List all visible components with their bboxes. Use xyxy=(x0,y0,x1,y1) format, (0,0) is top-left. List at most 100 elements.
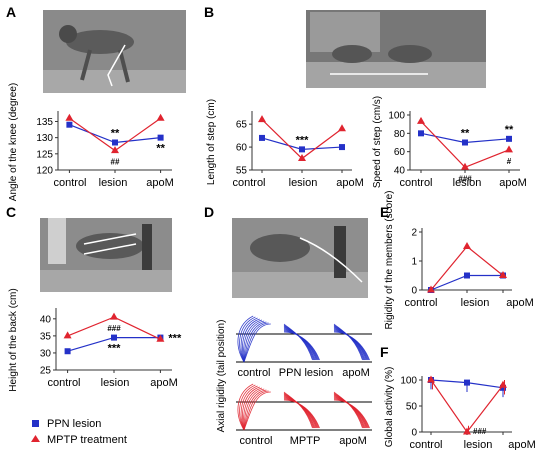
legend-ppn-label: PPN lesion xyxy=(47,418,101,430)
axial-rigidity-traces xyxy=(236,315,372,431)
x-tick-label: control xyxy=(232,177,265,189)
significance-mark: *** xyxy=(168,333,182,345)
y-tick-label: 130 xyxy=(36,133,53,144)
data-point xyxy=(65,113,74,121)
mptp-tail-trace xyxy=(333,399,370,429)
axial-ppn-label-3: apoM xyxy=(342,367,370,379)
y-tick-label: 30 xyxy=(40,348,52,359)
chart-member-rigidity: 0 1 2 control lesion apoM Rigidity of the memb… xyxy=(384,191,534,330)
x-tick-label: apoM xyxy=(336,177,364,189)
y-tick-label: 55 xyxy=(236,166,248,177)
y-tick-label: 0 xyxy=(411,286,417,297)
x-tick-label: apoM xyxy=(150,377,178,389)
data-point xyxy=(463,242,471,249)
ppn-tail-trace xyxy=(243,321,267,363)
data-point xyxy=(298,154,306,162)
y-axis-label: Rigidity of the members (score) xyxy=(384,191,395,330)
panel-label-b: B xyxy=(204,4,214,20)
data-point xyxy=(110,312,118,320)
x-tick-label: apoM xyxy=(499,177,527,189)
x-tick-label: lesion xyxy=(289,177,318,189)
x-tick-label: lesion xyxy=(101,377,130,389)
data-point xyxy=(156,113,165,121)
y-tick-label: 1 xyxy=(411,257,417,268)
series-line xyxy=(430,245,504,291)
x-tick-label: control xyxy=(404,297,437,309)
data-point xyxy=(427,285,435,293)
data-point xyxy=(64,348,71,355)
significance-mark: ### xyxy=(107,324,121,333)
ppn-tail-trace xyxy=(243,323,271,363)
axial-mptp-label-3: apoM xyxy=(339,435,367,447)
chart-back-height: 25 30 35 40 control lesion apoM Height of the b… xyxy=(8,288,182,391)
y-tick-label: 60 xyxy=(394,147,406,158)
mptp-tail-trace xyxy=(243,388,265,431)
mptp-tail-trace xyxy=(243,390,269,431)
data-point xyxy=(505,145,513,153)
y-tick-label: 100 xyxy=(400,376,417,387)
x-tick-label: apoM xyxy=(506,297,534,309)
mptp-tail-trace xyxy=(243,387,263,431)
data-point xyxy=(464,272,470,279)
x-tick-label: control xyxy=(47,377,80,389)
y-tick-label: 60 xyxy=(236,143,248,154)
chart-knee-angle: 120 125 130 135 control lesion apoM Angle of th… xyxy=(8,83,174,201)
ppn-tail-trace xyxy=(243,320,265,363)
legend-ppn-marker xyxy=(32,420,39,427)
y-tick-label: 135 xyxy=(36,117,53,128)
y-tick-label: 125 xyxy=(36,149,53,160)
photo-a xyxy=(43,10,186,93)
chart-step-speed: 40 60 80 100 control lesion apoM Speed of step … xyxy=(372,96,527,189)
ppn-tail-trace xyxy=(243,322,269,363)
chart-step-length: 55 60 65 control lesion apoM Length of step (c… xyxy=(206,99,364,189)
data-point xyxy=(506,135,512,142)
panel-label-c: C xyxy=(6,204,16,220)
significance-mark: # xyxy=(507,157,512,166)
data-point xyxy=(462,139,468,146)
significance-mark: ** xyxy=(505,124,514,136)
data-point xyxy=(338,124,346,132)
significance-mark: ## xyxy=(111,158,120,167)
ppn-tail-trace xyxy=(333,331,370,361)
chart-global-activity: 0 50 100 control lesion apoM Global activity (… xyxy=(384,367,536,450)
mptp-tail-trace xyxy=(283,399,320,429)
y-axis-label: Speed of step (cm/s) xyxy=(372,96,383,188)
y-tick-label: 50 xyxy=(406,402,418,413)
y-tick-label: 80 xyxy=(394,129,406,140)
axial-ppn-label-1: control xyxy=(237,367,270,379)
x-tick-label: lesion xyxy=(99,177,128,189)
legend-mptp-label: MPTP treatment xyxy=(47,434,127,446)
data-point xyxy=(418,130,424,137)
data-point xyxy=(112,139,118,146)
photo-b xyxy=(306,10,486,88)
mptp-tail-trace xyxy=(242,386,260,431)
significance-mark: ### xyxy=(458,174,472,183)
panel-label-f: F xyxy=(380,344,389,360)
x-tick-label: lesion xyxy=(464,439,493,450)
x-tick-label: lesion xyxy=(461,297,490,309)
panel-label-a: A xyxy=(6,4,16,20)
significance-mark: ** xyxy=(111,128,120,140)
significance-mark: ** xyxy=(461,128,470,140)
data-point xyxy=(339,144,345,151)
y-tick-label: 40 xyxy=(40,314,52,325)
ppn-tail-trace xyxy=(243,319,263,363)
mptp-tail-trace xyxy=(243,389,267,431)
significance-mark: ** xyxy=(156,143,165,155)
data-point xyxy=(111,334,117,341)
significance-mark: *** xyxy=(108,343,122,355)
axial-mptp-label-1: control xyxy=(239,435,272,447)
data-point xyxy=(259,134,265,141)
data-point xyxy=(299,146,305,153)
x-tick-label: lesion xyxy=(453,177,482,189)
y-tick-label: 40 xyxy=(394,166,406,177)
y-axis-label: Global activity (%) xyxy=(384,367,395,448)
y-tick-label: 100 xyxy=(388,111,405,122)
y-tick-label: 65 xyxy=(236,120,248,131)
legend-mptp-marker xyxy=(31,435,40,442)
x-tick-label: apoM xyxy=(508,439,536,450)
y-tick-label: 25 xyxy=(40,366,52,377)
photo-c xyxy=(40,218,172,292)
legend: PPN lesion MPTP treatment xyxy=(31,418,127,446)
data-point xyxy=(258,115,266,123)
